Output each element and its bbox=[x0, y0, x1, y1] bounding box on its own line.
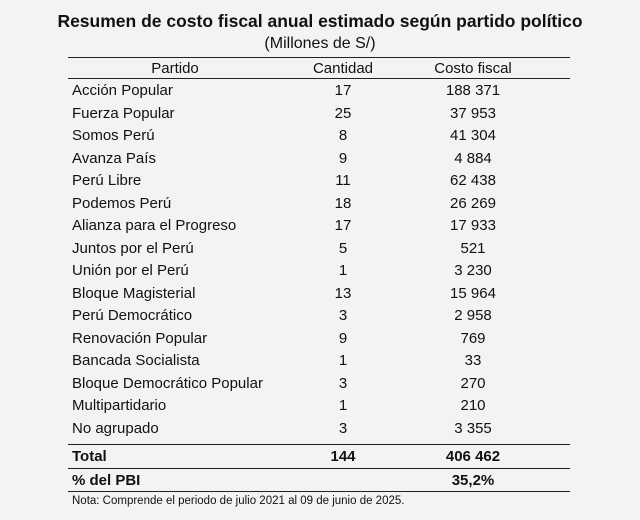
count-cell: 1 bbox=[338, 262, 348, 279]
cost-cell: 2 958 bbox=[454, 307, 492, 324]
count-cell: 1 bbox=[338, 397, 348, 414]
count-cell: 17 bbox=[334, 82, 352, 99]
rule bbox=[68, 491, 570, 492]
total-cell: 406 462 bbox=[445, 448, 501, 465]
subtitle: (Millones de S/) bbox=[264, 35, 376, 52]
count-cell: 3 bbox=[338, 374, 348, 392]
count-cell: 3 bbox=[338, 307, 348, 324]
note: Nota: Comprende el periodo de julio 2021… bbox=[72, 495, 405, 507]
party-name: Podemos Perú bbox=[72, 194, 172, 212]
party-name: Bloque Magisterial bbox=[72, 284, 196, 302]
party-name: Multipartidario bbox=[72, 397, 167, 414]
column-header: Partido bbox=[151, 60, 199, 77]
count-cell: 11 bbox=[335, 172, 351, 189]
cost-cell: 3 230 bbox=[454, 262, 492, 279]
count-cell: 5 bbox=[338, 239, 348, 257]
column-header: Costo fiscal bbox=[434, 60, 512, 77]
title: Resumen de costo fiscal anual estimado s… bbox=[57, 11, 583, 31]
party-name: Renovación Popular bbox=[72, 329, 208, 347]
party-name: Alianza para el Progreso bbox=[72, 217, 237, 234]
count-cell: 17 bbox=[334, 217, 352, 234]
count-cell: 8 bbox=[338, 127, 348, 144]
party-name: Perú Democrático bbox=[72, 307, 193, 324]
party-name: Perú Libre bbox=[72, 172, 142, 189]
rule bbox=[68, 57, 570, 58]
cost-cell: 62 438 bbox=[450, 172, 496, 189]
cost-cell: 521 bbox=[460, 239, 486, 257]
cost-cell: 17 933 bbox=[450, 217, 496, 234]
total-cell: Total bbox=[72, 448, 107, 465]
rule bbox=[68, 468, 570, 469]
cost-cell: 26 269 bbox=[450, 194, 496, 212]
party-name: Somos Perú bbox=[72, 127, 155, 144]
party-name: Acción Popular bbox=[72, 82, 173, 99]
rule bbox=[68, 78, 570, 79]
total-cell: 144 bbox=[330, 448, 356, 465]
cost-cell: 210 bbox=[460, 397, 486, 414]
count-cell: 25 bbox=[334, 104, 352, 122]
count-cell: 3 bbox=[338, 419, 348, 437]
party-name: Fuerza Popular bbox=[72, 104, 175, 122]
cost-cell: 37 953 bbox=[450, 104, 496, 122]
cost-cell: 270 bbox=[460, 374, 486, 392]
count-cell: 13 bbox=[334, 284, 352, 302]
cost-cell: 769 bbox=[460, 329, 486, 347]
cost-cell: 188 371 bbox=[445, 82, 501, 99]
count-cell: 18 bbox=[334, 194, 352, 212]
count-cell: 1 bbox=[338, 352, 348, 369]
party-name: Bloque Democrático Popular bbox=[72, 374, 263, 392]
party-name: Bancada Socialista bbox=[72, 352, 200, 369]
cost-cell: 4 884 bbox=[454, 149, 492, 167]
party-name: No agrupado bbox=[72, 419, 159, 437]
cost-cell: 15 964 bbox=[450, 284, 496, 302]
count-cell: 9 bbox=[338, 149, 348, 167]
pbi-label: % del PBI bbox=[72, 472, 141, 489]
rule bbox=[68, 444, 570, 445]
cost-cell: 3 355 bbox=[454, 419, 492, 437]
column-header: Cantidad bbox=[312, 60, 374, 77]
pbi-value: 35,2% bbox=[451, 472, 495, 489]
party-name: Juntos por el Perú bbox=[72, 239, 194, 257]
cost-cell: 41 304 bbox=[450, 127, 496, 144]
party-name: Avanza País bbox=[72, 149, 156, 167]
count-cell: 9 bbox=[338, 329, 348, 347]
cost-cell: 33 bbox=[464, 352, 482, 369]
party-name: Unión por el Perú bbox=[72, 262, 189, 279]
